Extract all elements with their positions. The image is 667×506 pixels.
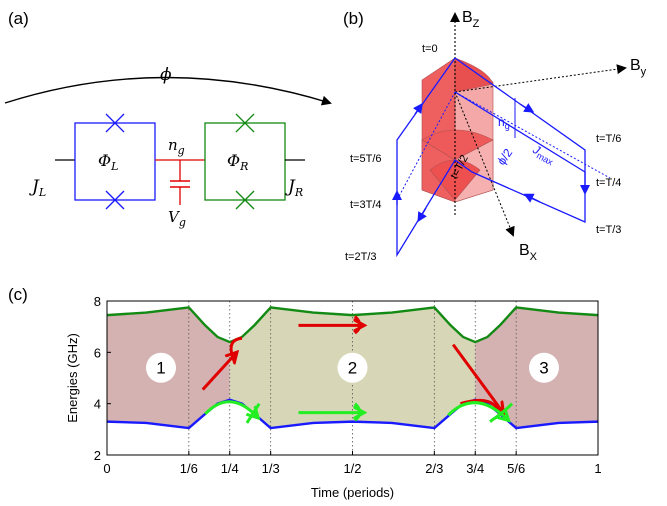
time-5t6: t=5T/6	[350, 153, 382, 165]
region-label-3: 3	[539, 359, 548, 378]
panel-c: (c) 0 1/6 1/4 1/3 1/2 2/3 3/4 5/6 1 2 4 6 8 Time (per…	[8, 285, 602, 500]
x-tick-label: 1/2	[343, 461, 361, 476]
x-tick-label: 1/4	[221, 461, 239, 476]
transition-hook-green-left	[245, 402, 261, 424]
bx-label: BX	[519, 242, 538, 263]
time-t4: t=T/4	[596, 177, 621, 189]
panel-b: (b) BZ By BX	[343, 9, 647, 263]
energy-plot: 0 1/6 1/4 1/3 1/2 2/3 3/4 5/6 1 2 4 6 8 Time (periods…	[65, 294, 602, 500]
right-squid-junctions	[235, 113, 255, 210]
ng-bar-label: ng	[498, 115, 510, 131]
transition-hook-green-3	[489, 402, 514, 423]
ng-label: ng	[168, 136, 185, 157]
x-tick-label: 1	[594, 461, 601, 476]
bz-label: BZ	[462, 9, 480, 30]
jr-label: JR	[285, 177, 303, 199]
field-path-dotted	[396, 91, 611, 201]
x-tick-label: 1/6	[180, 461, 198, 476]
time-t6: t=T/6	[596, 133, 621, 145]
x-tick-label: 2/3	[425, 461, 443, 476]
region-label-2: 2	[348, 359, 357, 378]
phase-arc-arrow	[4, 76, 332, 106]
left-squid-junctions	[105, 113, 125, 210]
phi-left-label: ΦL	[98, 151, 118, 173]
by-axis	[454, 64, 627, 93]
phi-label: ϕ	[160, 65, 172, 85]
panel-b-label: (b)	[343, 9, 364, 28]
transition-arrow-red-down	[451, 343, 502, 412]
time-3t4: t=3T/4	[350, 199, 382, 211]
time-2t3: t=2T/3	[345, 251, 377, 263]
jl-label: JL	[29, 177, 46, 199]
transition-hook-green-right	[353, 402, 362, 422]
region-badge-2	[337, 352, 368, 383]
vg-label: Vg	[168, 208, 186, 229]
phi-right-label: ΦR	[227, 151, 248, 173]
energy-cone	[421, 57, 494, 203]
y-tick-label: 8	[94, 294, 101, 309]
upper-energy-curve	[106, 306, 599, 344]
time-t3: t=T/3	[596, 224, 621, 236]
phi-half-label: ϕ/2	[494, 146, 515, 168]
x-axis-label: Time (periods)	[311, 485, 394, 500]
panel-c-label: (c)	[8, 285, 28, 304]
field-path-arrows	[392, 102, 590, 223]
by-label: By	[630, 57, 647, 78]
transition-arrow-red-up	[201, 354, 236, 391]
transition-hook-red	[229, 336, 243, 364]
region-badge-3	[528, 352, 559, 383]
region-label-1: 1	[156, 359, 165, 378]
panel-a-label: (a)	[8, 9, 29, 28]
region-badge-1	[146, 352, 177, 383]
x-tick-label: 1/3	[262, 461, 280, 476]
field-path	[396, 57, 586, 258]
x-tick-label: 3/4	[466, 461, 484, 476]
y-tick-label: 6	[94, 345, 101, 360]
y-tick-label: 2	[94, 448, 101, 463]
time-t0: t=0	[422, 43, 438, 55]
transition-hook-red-right	[353, 315, 362, 335]
panel-a: (a) ϕ ΦL ng Vg ΦR JL JR	[4, 9, 332, 229]
x-tick-label: 5/6	[507, 461, 525, 476]
y-tick-label: 4	[94, 397, 101, 412]
bx-axis	[454, 91, 515, 237]
transition-arrow-green-left	[204, 400, 257, 417]
x-tick-label: 0	[103, 461, 110, 476]
y-axis-label: Energies (GHz)	[65, 333, 80, 423]
